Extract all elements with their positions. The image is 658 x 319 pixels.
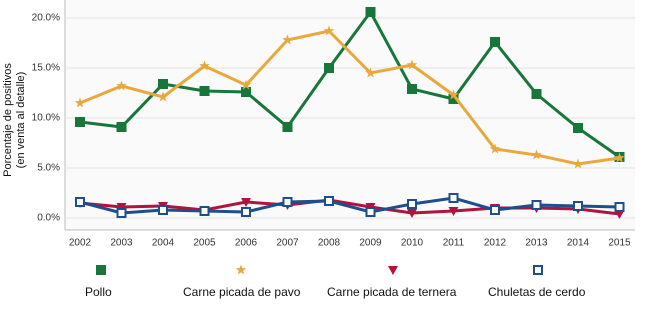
marker [614,202,625,212]
marker [365,67,376,78]
marker [199,60,210,71]
x-tick-label: 2011 [443,238,465,249]
plot-area [65,0,635,230]
marker [241,87,251,97]
marker [614,152,625,163]
marker [572,158,584,169]
marker [365,207,376,217]
series-line [79,9,621,159]
legend-label: Carne picada de pavo [183,285,301,299]
marker [365,7,376,17]
marker [324,63,334,73]
x-tick-label: 2006 [235,238,258,249]
x-tick-label: 2014 [567,238,590,249]
x-tick-label: 2007 [276,238,299,249]
legend-marker [96,265,106,275]
marker [448,193,459,203]
marker [240,79,252,90]
marker [407,84,417,94]
marker [448,89,459,100]
marker [282,197,293,207]
marker [116,80,127,91]
marker [324,196,334,206]
marker [407,209,417,218]
marker [116,208,127,218]
marker [531,89,542,99]
x-tick-label: 2002 [69,238,92,249]
y-axis-label: (en venta al detalle) [15,72,27,169]
legend-marker [533,265,543,275]
marker [75,117,85,127]
marker [573,123,583,133]
marker [241,198,251,207]
marker [531,200,542,210]
x-tick-label: 2004 [152,238,175,249]
marker [448,207,459,216]
marker [448,94,459,104]
y-axis-label: Porcentaje de positivos [2,63,14,177]
marker [241,207,251,217]
series-line [79,29,620,166]
x-tick-label: 2008 [318,238,341,249]
marker [531,149,542,160]
x-tick-label: 2009 [359,238,382,249]
marker [573,201,583,211]
marker [490,37,500,47]
marker [158,205,168,215]
x-tick-label: 2012 [484,238,507,249]
x-tick-label: 2015 [608,238,631,249]
x-tick-label: 2010 [401,238,424,249]
marker [282,34,293,45]
x-tick-label: 2005 [193,238,216,249]
marker [407,199,417,209]
marker [490,205,500,215]
y-tick-label: 15.0% [32,63,60,74]
legend-label: Pollo [85,285,112,299]
y-tick-label: 20.0% [32,13,60,24]
legend-marker [235,264,247,275]
marker [282,122,293,132]
legend-label: Chuletas de cerdo [488,285,586,299]
marker [74,97,86,108]
marker [158,79,168,89]
marker [116,203,127,212]
marker [323,25,335,36]
marker [489,143,501,154]
marker [199,206,210,216]
series-line [79,196,620,215]
marker [199,86,210,96]
marker [157,91,169,102]
legend-label: Carne picada de ternera [327,285,457,299]
series-line [79,198,620,216]
x-tick-label: 2013 [525,238,548,249]
y-tick-label: 0.0% [37,213,60,224]
marker [75,197,85,207]
y-tick-label: 10.0% [32,113,60,124]
y-tick-label: 5.0% [37,163,60,174]
marker [116,122,127,132]
marker [614,210,625,219]
legend-marker [388,266,398,275]
x-tick-label: 2003 [110,238,133,249]
marker [406,59,418,70]
